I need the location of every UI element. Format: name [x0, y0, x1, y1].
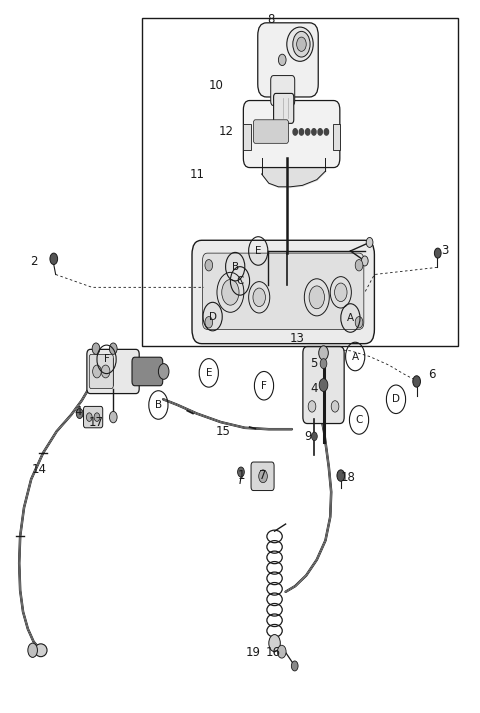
Text: C: C [236, 276, 244, 286]
Circle shape [355, 260, 363, 271]
Text: A: A [352, 352, 359, 361]
Circle shape [259, 470, 267, 483]
Text: C: C [355, 415, 363, 425]
Circle shape [277, 645, 286, 658]
Text: 13: 13 [290, 332, 305, 345]
Circle shape [309, 286, 324, 309]
Circle shape [300, 128, 304, 135]
Bar [333, 124, 340, 150]
Circle shape [297, 37, 306, 51]
Text: F: F [261, 381, 267, 391]
FancyBboxPatch shape [274, 93, 294, 123]
Circle shape [158, 364, 169, 379]
Text: 18: 18 [341, 471, 356, 484]
Text: 5: 5 [311, 357, 318, 370]
Circle shape [92, 343, 100, 354]
Text: 3: 3 [442, 245, 449, 257]
Circle shape [109, 343, 117, 354]
FancyBboxPatch shape [243, 101, 340, 168]
Circle shape [291, 661, 298, 671]
Text: 7: 7 [259, 469, 267, 482]
Circle shape [320, 359, 327, 369]
Circle shape [434, 248, 441, 258]
Circle shape [50, 253, 58, 265]
Bar [243, 124, 251, 150]
Circle shape [337, 470, 345, 481]
Circle shape [93, 365, 101, 378]
Text: 4: 4 [74, 405, 82, 418]
Circle shape [324, 128, 329, 135]
Text: 17: 17 [89, 416, 104, 429]
Text: 6: 6 [428, 368, 436, 381]
Circle shape [312, 432, 317, 441]
Text: D: D [392, 394, 400, 404]
Circle shape [76, 409, 83, 419]
Text: A: A [347, 313, 354, 323]
Circle shape [318, 128, 323, 135]
Text: 15: 15 [216, 425, 231, 438]
Circle shape [293, 31, 310, 57]
Circle shape [293, 128, 298, 135]
Text: 14: 14 [31, 463, 46, 476]
Circle shape [205, 317, 213, 328]
Circle shape [109, 411, 117, 423]
Bar [142, 18, 458, 346]
Text: 16: 16 [265, 646, 280, 659]
Circle shape [253, 288, 265, 307]
Text: 11: 11 [190, 168, 204, 181]
Circle shape [361, 256, 368, 266]
Circle shape [205, 260, 213, 271]
Ellipse shape [287, 27, 313, 61]
Circle shape [305, 128, 310, 135]
Text: 9: 9 [304, 430, 312, 443]
Circle shape [278, 54, 286, 66]
Circle shape [238, 467, 244, 477]
Circle shape [308, 401, 316, 412]
FancyBboxPatch shape [258, 23, 318, 97]
Text: B: B [232, 262, 239, 272]
Circle shape [335, 283, 347, 302]
Circle shape [331, 401, 339, 412]
Circle shape [304, 279, 329, 316]
FancyBboxPatch shape [192, 240, 374, 344]
Circle shape [330, 277, 351, 308]
Text: E: E [205, 368, 212, 378]
Ellipse shape [35, 644, 47, 657]
Text: 4: 4 [311, 382, 318, 395]
Circle shape [366, 237, 373, 247]
FancyBboxPatch shape [89, 354, 113, 389]
FancyBboxPatch shape [271, 76, 295, 106]
FancyBboxPatch shape [203, 253, 364, 329]
Text: 1: 1 [238, 469, 245, 482]
Text: E: E [255, 246, 262, 256]
FancyBboxPatch shape [84, 406, 103, 428]
Circle shape [319, 379, 328, 391]
Text: 10: 10 [209, 79, 224, 92]
Circle shape [222, 279, 239, 305]
Text: 2: 2 [30, 255, 37, 268]
Circle shape [86, 413, 92, 421]
Circle shape [94, 413, 100, 421]
FancyBboxPatch shape [251, 462, 274, 491]
Text: F: F [104, 354, 109, 364]
FancyBboxPatch shape [303, 347, 344, 424]
Text: D: D [209, 312, 216, 322]
Circle shape [101, 365, 110, 378]
Circle shape [249, 282, 270, 313]
FancyBboxPatch shape [132, 357, 163, 386]
Circle shape [312, 128, 316, 135]
Circle shape [217, 272, 244, 312]
Text: 8: 8 [267, 14, 275, 26]
Circle shape [355, 317, 363, 328]
Text: 12: 12 [218, 125, 233, 138]
Text: 19: 19 [246, 646, 261, 659]
Circle shape [413, 376, 420, 387]
Circle shape [319, 346, 328, 360]
Circle shape [28, 643, 37, 657]
Text: B: B [155, 400, 162, 410]
FancyBboxPatch shape [87, 349, 139, 394]
FancyBboxPatch shape [253, 120, 288, 143]
Circle shape [269, 635, 280, 652]
